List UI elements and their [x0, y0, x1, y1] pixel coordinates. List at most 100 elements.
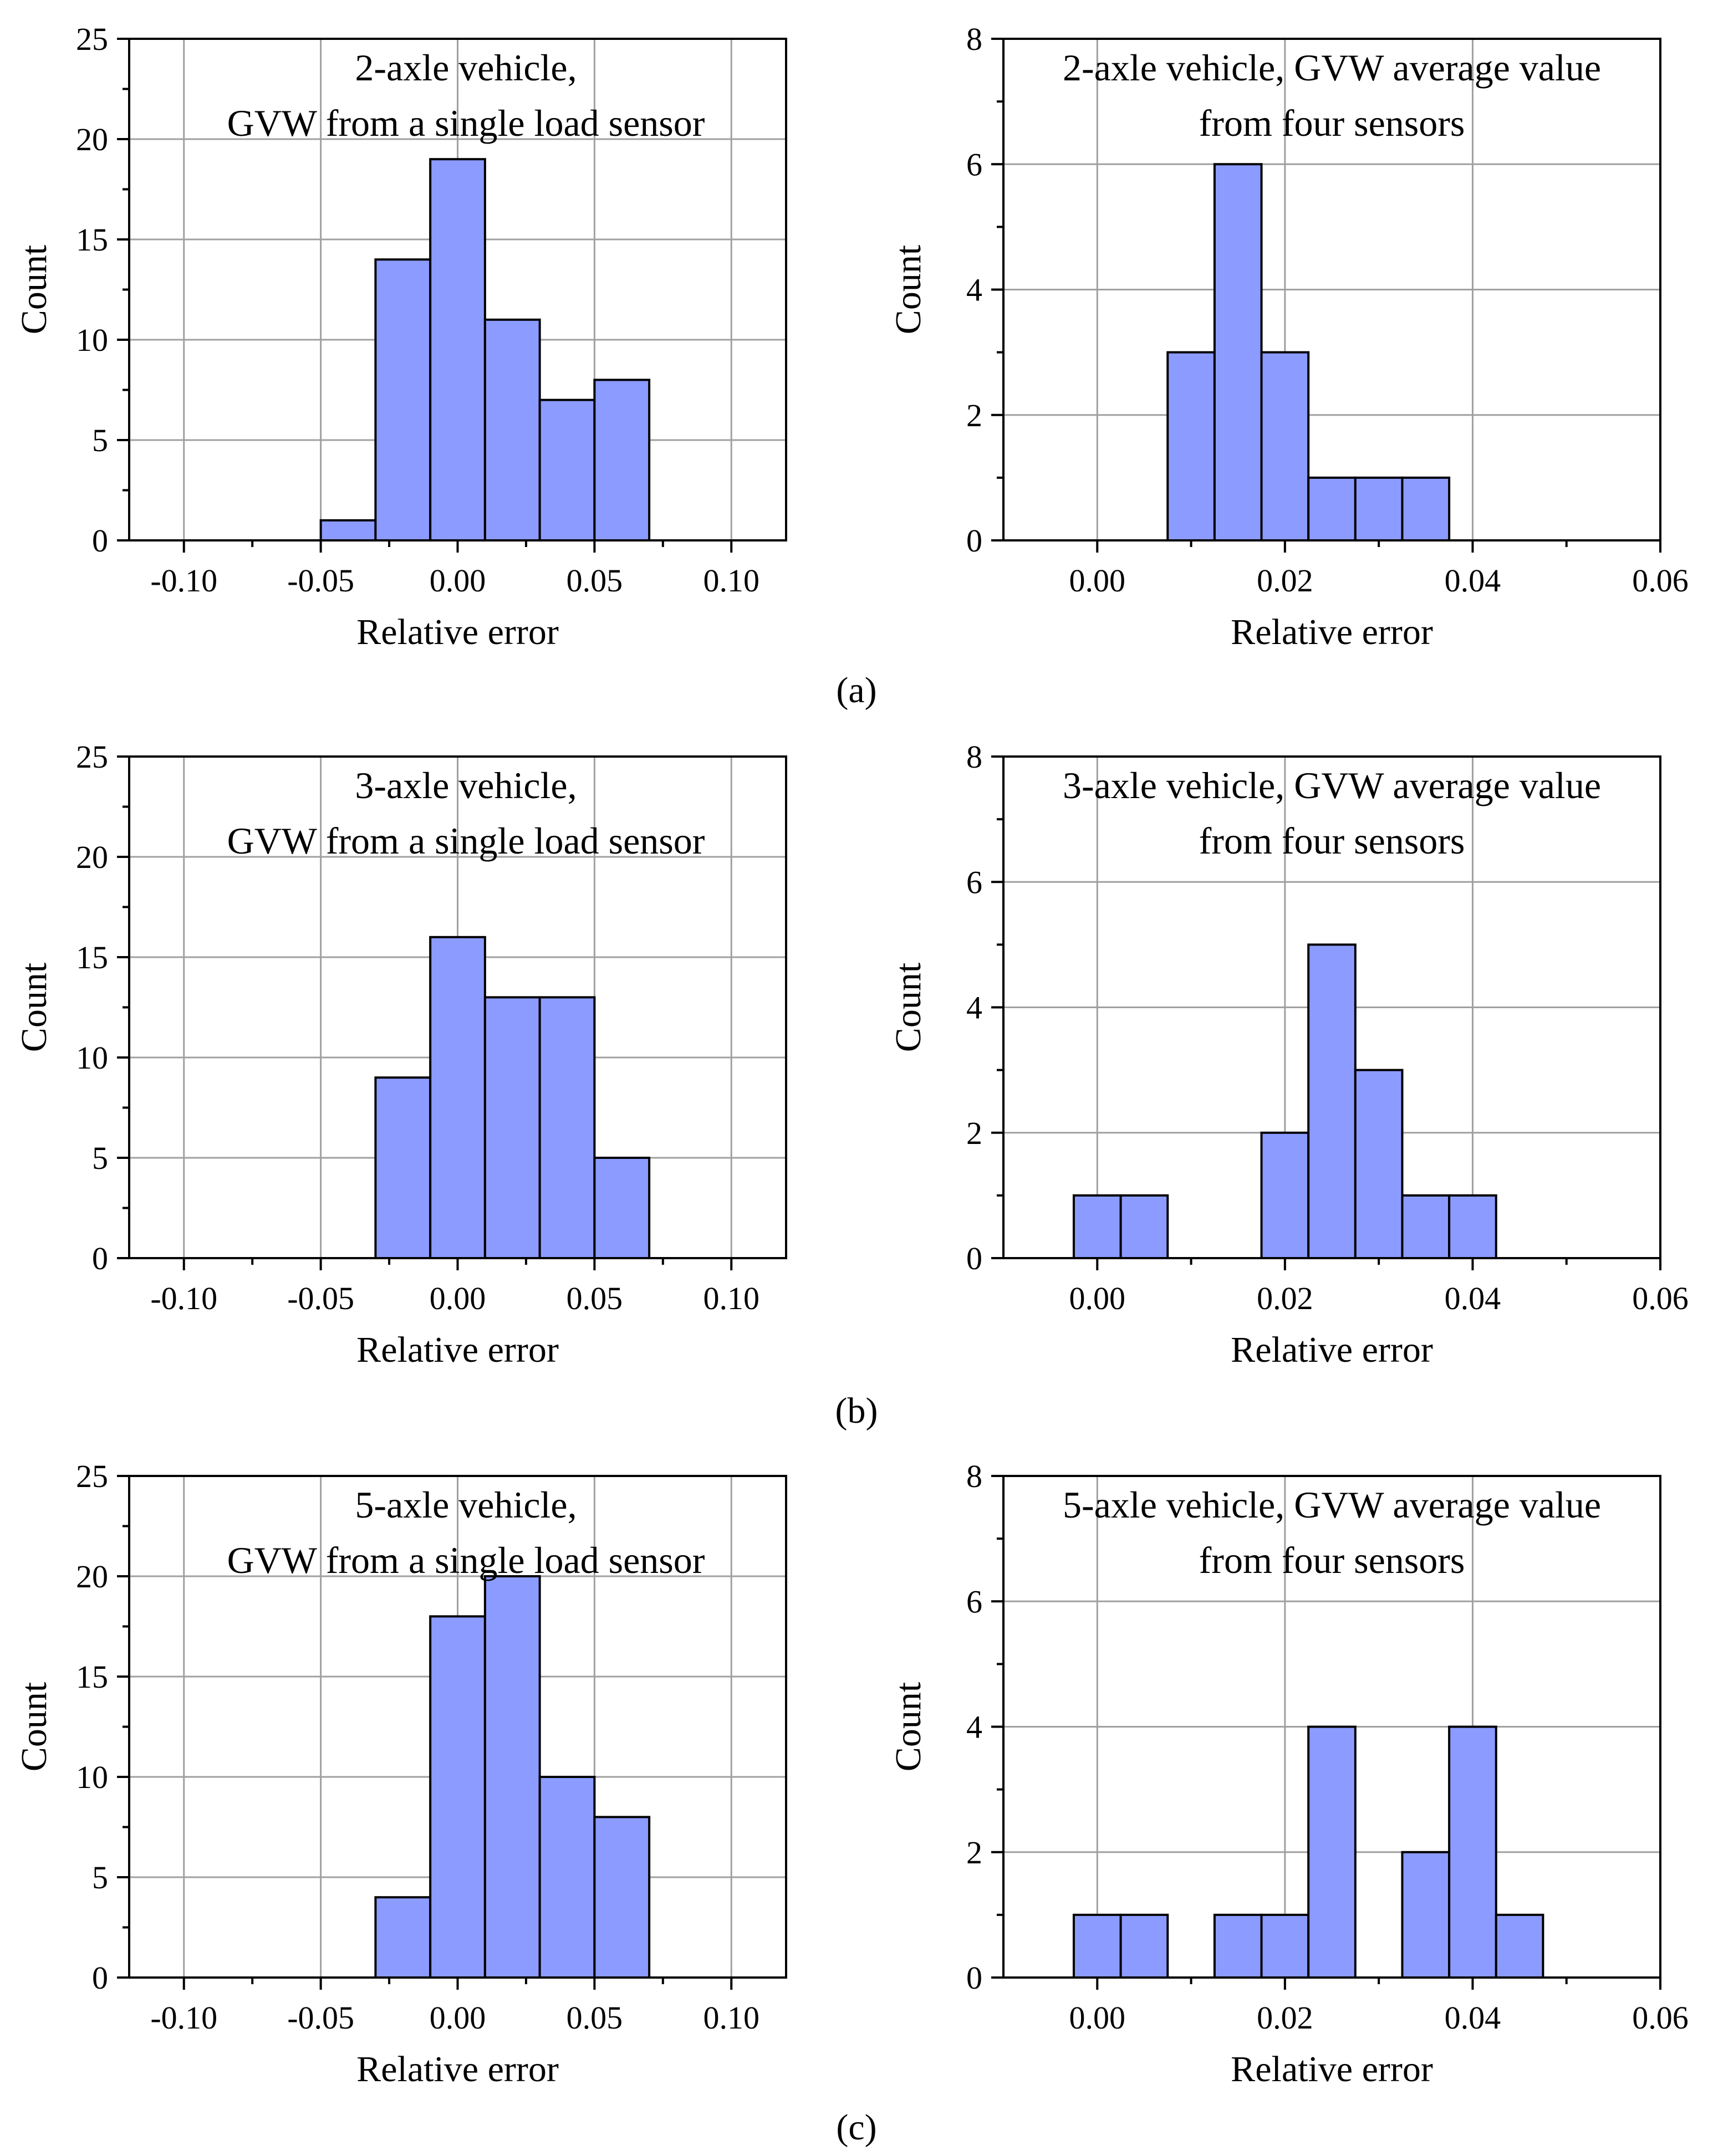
panel-a-left-annotation-line: GVW from a single load sensor	[227, 102, 705, 144]
panel-b-left-ytick-label: 5	[92, 1140, 108, 1176]
panel-a-right-yaxis-label: Count	[888, 245, 929, 334]
panel-a-left-histogram-bar	[593, 379, 651, 542]
panel-a-right-xtick-label: 0.02	[1257, 563, 1313, 599]
panel-b-left-histogram-bar	[483, 996, 541, 1260]
panel-a-right-xtick-label: 0.06	[1632, 563, 1689, 599]
panel-a-right-histogram: 0.00 0.02 0.04 0.06 0 2 4 6 8 Relative error Count…	[888, 21, 1689, 652]
panel-b-right-ytick-label: 8	[966, 739, 982, 775]
panel-b-right-ytick-label: 4	[966, 990, 982, 1026]
panel-b-right-histogram-bar	[1260, 1131, 1310, 1259]
panel-c-left-histogram-bar	[374, 1896, 432, 1979]
panel-a-left-histogram-bar	[429, 158, 486, 541]
panel-c-right-ytick-label: 4	[966, 1709, 982, 1745]
panel-a-left-xtick-label: 0.10	[703, 563, 760, 599]
panel-a-right-ytick-label: 0	[966, 523, 982, 559]
panel-a-left-ytick-label: 5	[92, 422, 108, 458]
panel-a-left-histogram-bar	[319, 519, 377, 541]
panel-c-right-histogram-bar	[1307, 1725, 1357, 1979]
panel-a-left-ytick-label: 10	[76, 322, 108, 358]
panel-c-right-histogram-bar	[1495, 1913, 1544, 1979]
panel-c-left-ytick-label: 5	[92, 1859, 108, 1896]
panel-a-left-ytick-label: 0	[92, 523, 108, 559]
panel-c-left-xtick-label: -0.10	[150, 2000, 217, 2036]
panel-b-left-annotation-line: 3-axle vehicle,	[355, 764, 577, 806]
panel-a-left-annotation-line: 2-axle vehicle,	[355, 47, 577, 89]
panel-b-left-histogram-bar	[429, 936, 486, 1260]
panel-b-right-histogram-bar	[1119, 1194, 1169, 1259]
panel-a-right-xtick-label: 0.00	[1069, 563, 1126, 599]
panel-c-left-histogram-bar	[429, 1615, 486, 1979]
panel-b-left-histogram-bar	[374, 1076, 432, 1259]
panel-b-right-histogram-bar	[1072, 1194, 1122, 1259]
panel-c-right-xtick-label: 0.02	[1257, 2000, 1313, 2036]
panel-a-left-ytick-label: 15	[76, 222, 108, 258]
panel-c-left-xaxis-label: Relative error	[356, 2049, 559, 2089]
panel-c-right-ytick-label: 2	[966, 1835, 982, 1871]
panel-b-right-histogram-bar	[1401, 1194, 1451, 1259]
panel-a-right-annotation-line: from four sensors	[1199, 102, 1465, 144]
caption-c: (c)	[836, 2107, 876, 2148]
panel-c-right-histogram-bar	[1072, 1913, 1122, 1979]
caption-b: (b)	[835, 1391, 878, 1431]
panel-b-right-xtick-label: 0.04	[1445, 1280, 1501, 1316]
panel-c-right-ytick-label: 0	[966, 1960, 982, 1996]
panel-b-right-xaxis-label: Relative error	[1231, 1330, 1433, 1370]
panel-a-left-histogram-bar	[374, 258, 432, 541]
panel-a-right-annotation-line: 2-axle vehicle, GVW average value	[1063, 47, 1601, 89]
panel-b-left-xtick-label: -0.10	[150, 1280, 217, 1316]
panel-c-left-ytick-label: 20	[76, 1559, 108, 1595]
panel-c-right-annotation-line: from four sensors	[1199, 1539, 1465, 1581]
panel-c-left-histogram-bar	[483, 1575, 541, 1979]
panel-a-left-xtick-label: -0.05	[287, 563, 354, 599]
panel-c-left-ytick-label: 25	[76, 1458, 108, 1494]
panel-a-left-histogram: -0.10 -0.05 0.00 0.05 0.10 0 5 10 15 20 25 Relative…	[14, 21, 787, 652]
panel-c-right-xtick-label: 0.04	[1445, 2000, 1501, 2036]
panel-b-right-histogram-bar	[1354, 1069, 1404, 1259]
panel-b-right-yaxis-label: Count	[888, 963, 929, 1052]
panel-a-left-xtick-label: 0.05	[567, 563, 623, 599]
panel-b-left-histogram: -0.10 -0.05 0.00 0.05 0.10 0 5 10 15 20 25 Relative…	[14, 739, 787, 1370]
panel-c-right-histogram-bar	[1401, 1851, 1451, 1979]
panel-c-right-ytick-label: 8	[966, 1458, 982, 1494]
caption-a: (a)	[836, 670, 876, 711]
panel-c-left-ytick-label: 0	[92, 1960, 108, 1996]
panel-b-left-xtick-label: 0.10	[703, 1280, 760, 1316]
panel-b-left-ytick-label: 15	[76, 939, 108, 975]
panel-b-left-ytick-label: 0	[92, 1240, 108, 1276]
panel-c-right-ytick-label: 6	[966, 1583, 982, 1619]
panel-a-right-ytick-label: 2	[966, 397, 982, 433]
panel-a-right-ytick-label: 6	[966, 146, 982, 182]
panel-c-left-histogram-bar	[538, 1776, 596, 1979]
panel-c-left-annotation-line: GVW from a single load sensor	[227, 1539, 705, 1581]
panel-b-left-annotation-line: GVW from a single load sensor	[227, 820, 705, 862]
panel-b-left-histogram-bar	[538, 996, 596, 1260]
panel-c-left-xtick-label: 0.00	[430, 2000, 486, 2036]
panel-b-left-xtick-label: -0.05	[287, 1280, 354, 1316]
panel-c-right-annotation-line: 5-axle vehicle, GVW average value	[1063, 1484, 1601, 1526]
panel-c-right-xaxis-label: Relative error	[1231, 2049, 1433, 2089]
panel-b-right-xtick-label: 0.06	[1632, 1280, 1689, 1316]
panel-c-right-yaxis-label: Count	[888, 1682, 929, 1771]
panel-c-right-histogram-bar	[1260, 1913, 1310, 1979]
panel-a-left-xtick-label: -0.10	[150, 563, 217, 599]
panel-c-right-xtick-label: 0.06	[1632, 2000, 1689, 2036]
panel-a-right-histogram-bar	[1401, 476, 1451, 541]
panel-c-left-histogram-bar	[593, 1816, 651, 1979]
panel-b-right-xtick-label: 0.02	[1257, 1280, 1313, 1316]
panel-a-right-xtick-label: 0.04	[1445, 563, 1501, 599]
panel-a-left-xaxis-label: Relative error	[356, 612, 559, 652]
panel-a-right-xaxis-label: Relative error	[1231, 612, 1433, 652]
panel-c-left-xtick-label: 0.05	[567, 2000, 623, 2036]
panel-b-left-ytick-label: 25	[76, 739, 108, 775]
panel-a-right-ytick-label: 8	[966, 21, 982, 57]
panel-a-right-histogram-bar	[1260, 351, 1310, 541]
panel-b-left-xtick-label: 0.05	[567, 1280, 623, 1316]
panel-b-left-xaxis-label: Relative error	[356, 1330, 559, 1370]
panel-b-right-ytick-label: 2	[966, 1115, 982, 1151]
panel-c-left-xtick-label: 0.10	[703, 2000, 760, 2036]
panel-a-left-histogram-bar	[538, 398, 596, 541]
panel-b-right-annotation-line: from four sensors	[1199, 820, 1465, 862]
panel-c-left-ytick-label: 10	[76, 1759, 108, 1795]
